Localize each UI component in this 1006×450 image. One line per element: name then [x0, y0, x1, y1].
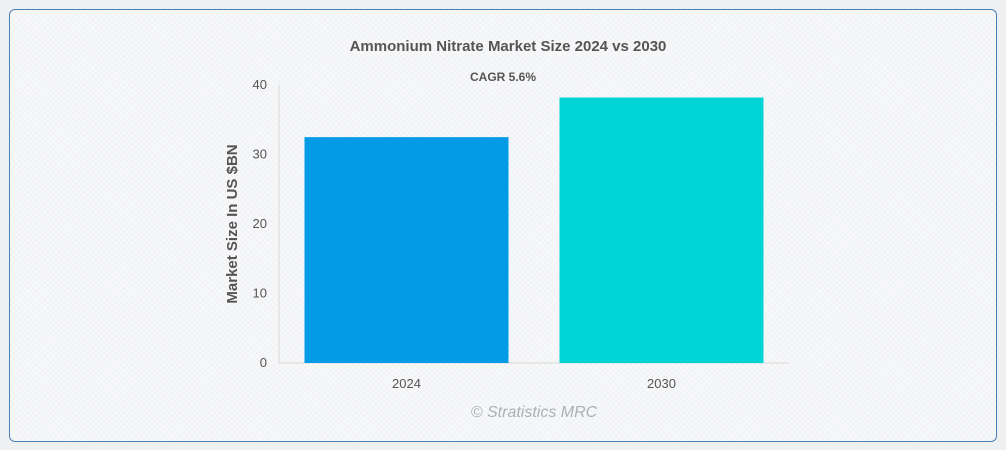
- x-tick-label: 2024: [392, 376, 421, 391]
- bar-2030[interactable]: [559, 97, 764, 363]
- x-ticks: 2024 2030: [392, 376, 676, 391]
- watermark-text: © Stratistics MRC: [471, 404, 598, 421]
- y-tick-label: 0: [260, 355, 267, 370]
- y-ticks: 0 10 20 30 40: [253, 77, 267, 370]
- y-axis-label: Market Size In US $BN: [224, 144, 241, 303]
- bar-2024[interactable]: [304, 137, 509, 363]
- chart-title: Ammonium Nitrate Market Size 2024 vs 203…: [350, 38, 667, 55]
- chart-subtitle: CAGR 5.6%: [470, 70, 536, 84]
- y-tick-label: 40: [253, 77, 267, 92]
- y-tick-label: 30: [253, 147, 267, 162]
- y-tick-label: 20: [253, 216, 267, 231]
- y-tick-label: 10: [253, 286, 267, 301]
- bars: [304, 97, 764, 363]
- x-tick-label: 2030: [647, 376, 676, 391]
